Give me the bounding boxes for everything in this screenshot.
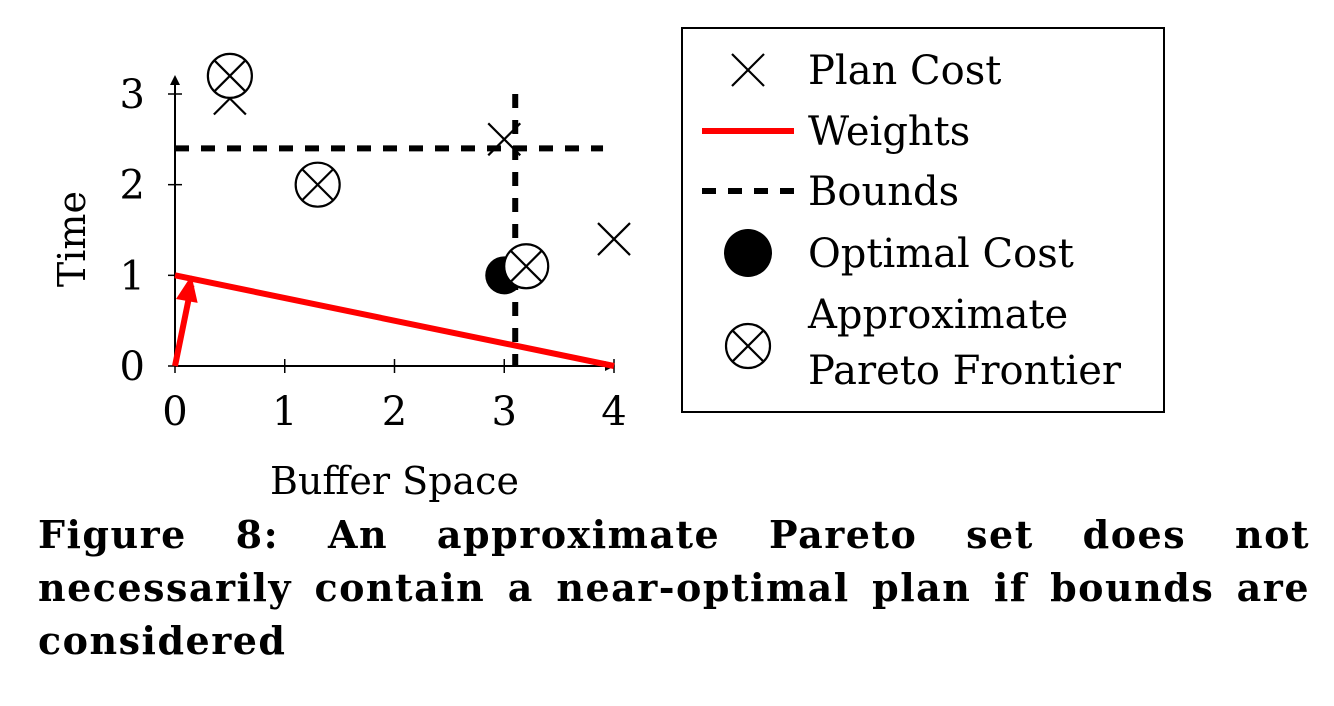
y-tick-label: 1 <box>120 253 145 299</box>
legend-label: Weights <box>808 109 970 155</box>
legend-label: Bounds <box>808 169 959 215</box>
circled-x-stroke <box>213 59 247 93</box>
weights-arrow-head <box>175 275 198 303</box>
x-tick-label: 3 <box>492 389 517 435</box>
x-tick-label: 4 <box>601 389 626 435</box>
pareto-frontier-marker <box>206 52 253 99</box>
y-tick-label: 3 <box>120 72 145 118</box>
plan-cost-marker <box>597 222 631 256</box>
y-tick-label: 0 <box>120 344 145 390</box>
legend-plan-cost-symbol <box>731 53 765 87</box>
y-tick-label: 2 <box>120 163 145 209</box>
pareto-frontier-marker <box>294 161 341 208</box>
y-axis-title: Time <box>50 191 94 287</box>
x-axis-title: Buffer Space <box>270 459 519 503</box>
figure-caption: Figure 8: An approximate Pareto set does… <box>38 512 1310 663</box>
weights-line <box>174 272 615 369</box>
circled-x-stroke <box>301 168 335 202</box>
pareto-frontier-marker <box>503 243 550 290</box>
legend-label: Optimal Cost <box>808 231 1074 277</box>
cross-stroke <box>597 222 631 256</box>
legend: Plan Cost Weights Bounds Optimal Cost Approx… <box>681 27 1165 413</box>
circled-x-stroke <box>731 329 765 363</box>
x-tick-label: 0 <box>162 389 187 435</box>
plot-marks <box>172 52 631 369</box>
axes: 0 1 2 3 4 0 1 2 3 Buffer Space Time <box>50 72 627 503</box>
x-tick-label: 2 <box>382 389 407 435</box>
cross-stroke <box>731 53 765 87</box>
legend-optimal-cost-symbol <box>724 229 772 277</box>
circled-x-stroke <box>509 249 543 283</box>
cross-stroke <box>487 122 522 157</box>
legend-label: Plan Cost <box>808 48 1001 94</box>
x-tick-label: 1 <box>272 389 297 435</box>
legend-label-line: Pareto Frontier <box>808 348 1122 394</box>
legend-label-line: Approximate <box>807 292 1068 338</box>
chart: 0 1 2 3 4 0 1 2 3 Buffer Space Time Plan Cost Weigh… <box>50 27 1165 503</box>
plan-cost-marker <box>487 122 522 157</box>
legend-pareto-frontier-symbol <box>724 322 772 370</box>
